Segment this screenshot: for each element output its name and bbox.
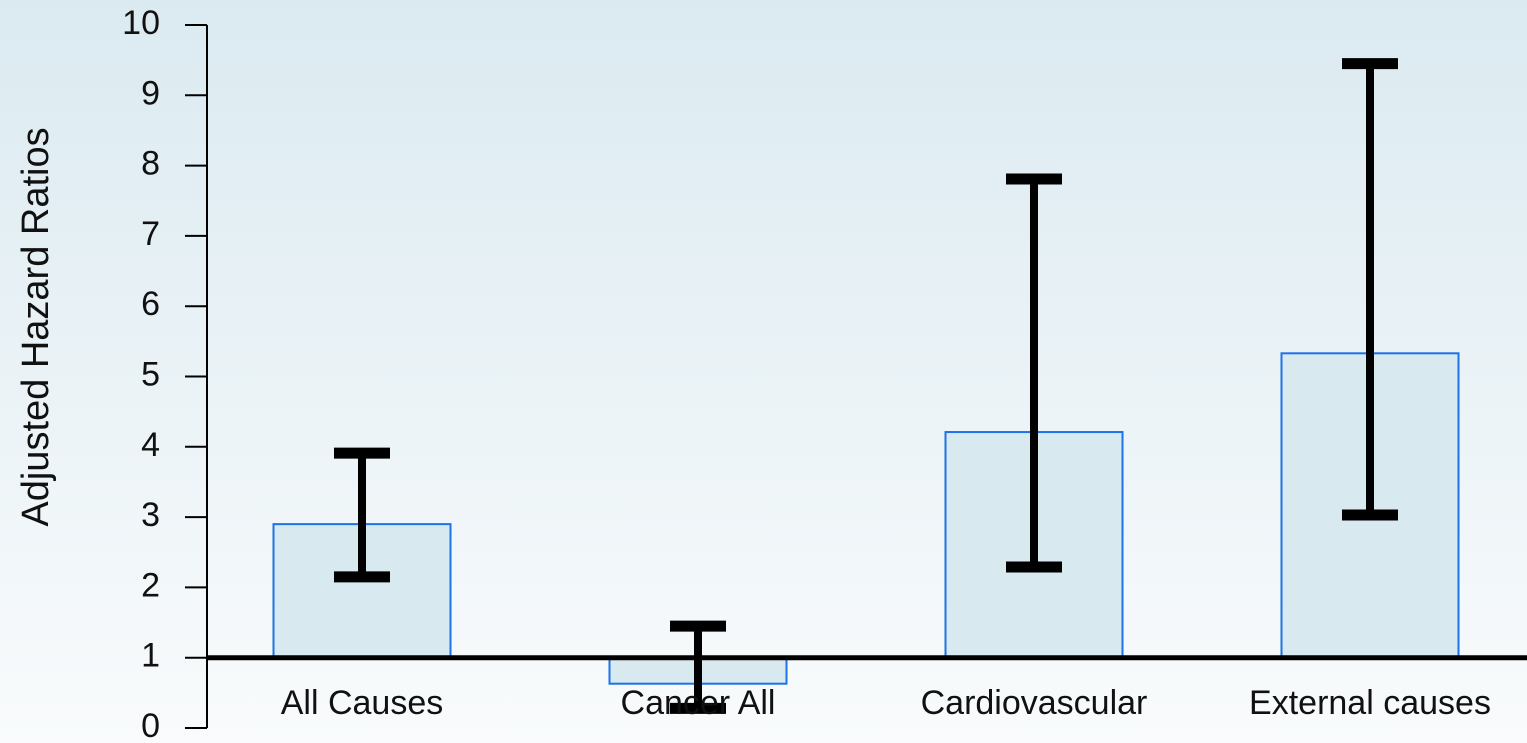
y-tick-label: 2 — [141, 566, 160, 604]
x-tick-label: All Causes — [281, 684, 444, 722]
x-tick-label: Cancer All — [621, 684, 776, 722]
x-tick-label: Cardiovascular — [921, 684, 1148, 722]
y-tick-label: 9 — [141, 74, 160, 112]
x-tick-label: External causes — [1249, 684, 1491, 722]
y-tick-label: 4 — [141, 426, 160, 464]
y-tick-label: 3 — [141, 496, 160, 534]
y-tick-label: 0 — [141, 707, 160, 743]
y-axis-title: Adjusted Hazard Ratios — [15, 127, 57, 526]
y-tick-label: 7 — [141, 215, 160, 253]
y-tick-label: 5 — [141, 355, 160, 393]
y-tick-label: 1 — [141, 637, 160, 675]
y-tick-label: 6 — [141, 285, 160, 323]
y-tick-label: 8 — [141, 145, 160, 183]
y-tick-label: 10 — [122, 4, 160, 42]
